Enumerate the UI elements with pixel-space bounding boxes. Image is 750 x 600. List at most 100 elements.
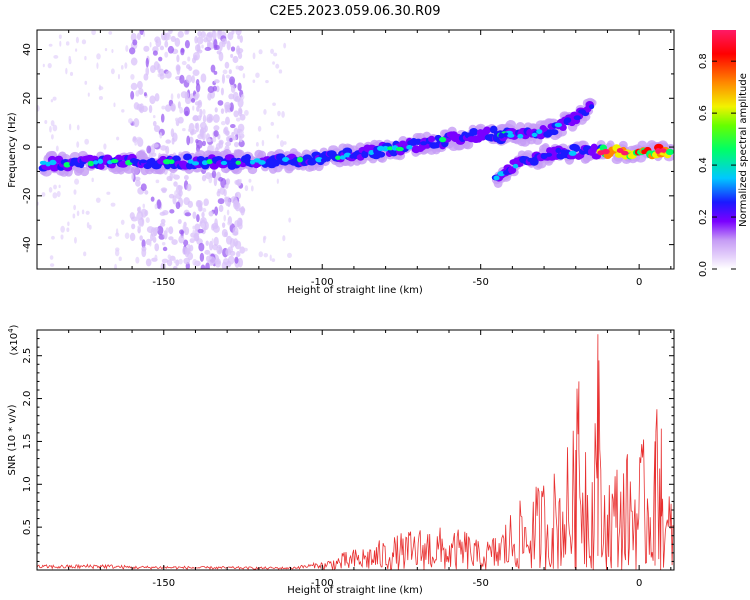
heatmap-noise-point (240, 205, 245, 216)
heatmap-branch-lower-point (591, 153, 601, 160)
heatmap-noise-point (134, 141, 138, 146)
heatmap-noise-point (235, 117, 241, 122)
heatmap-noise-point (139, 235, 143, 241)
heatmap-noise-point (230, 53, 234, 58)
heatmap-main-band-point (258, 160, 266, 165)
heatmap-noise-point (204, 125, 208, 132)
heatmap-noise-point (142, 203, 146, 209)
heatmap-noise-point (157, 73, 161, 78)
heatmap-noise-point (98, 84, 102, 91)
heatmap-noise-point (85, 210, 90, 215)
heatmap-y-axis-label: Frequency (Hz) (7, 112, 18, 188)
heatmap-noise-point (235, 251, 241, 258)
heatmap-noise-point (48, 43, 53, 47)
heatmap-noise-point (137, 225, 142, 230)
heatmap-noise-point (170, 103, 176, 112)
heatmap-x-tick-label: -150 (152, 277, 175, 288)
heatmap-noise-point (145, 66, 150, 76)
heatmap-noise-point (153, 61, 160, 71)
heatmap-main-band-point (287, 159, 294, 165)
heatmap-noise-point (213, 79, 220, 84)
heatmap-noise-point (281, 111, 285, 118)
heatmap-noise-point (87, 92, 90, 97)
heatmap-noise-point (239, 35, 243, 43)
heatmap-noise-point (175, 201, 181, 210)
heatmap-main-band-point (382, 145, 389, 152)
heatmap-noise-point (175, 259, 180, 267)
snr-x-axis-label: Height of straight line (km) (287, 585, 423, 596)
heatmap-noise-point (145, 57, 149, 68)
heatmap-main-band-point (439, 136, 447, 143)
heatmap-noise-point (152, 50, 158, 56)
heatmap-noise-point (270, 48, 274, 54)
heatmap-noise-point (263, 253, 269, 258)
heatmap-noise-point (44, 119, 48, 124)
heatmap-noise-point (199, 252, 205, 262)
heatmap-noise-point (155, 179, 160, 184)
heatmap-noise-point (133, 118, 140, 128)
heatmap-main-band-point (420, 141, 428, 146)
heatmap-noise-point (242, 73, 246, 79)
heatmap-noise-point (178, 258, 183, 265)
heatmap-noise-point (196, 36, 204, 45)
colorbar-tick-label: 0.0 (698, 261, 709, 277)
heatmap-noise-point (194, 44, 201, 52)
heatmap-noise-point (96, 62, 99, 69)
heatmap-main-band-point (183, 153, 193, 161)
heatmap-noise-point (206, 116, 213, 124)
heatmap-noise-point (218, 139, 224, 145)
heatmap-noise-point (214, 206, 219, 216)
heatmap-noise-point (88, 224, 92, 230)
heatmap-noise-point (184, 39, 190, 49)
colorbar-tick-label: 0.6 (698, 105, 709, 121)
heatmap-noise-point (224, 61, 230, 69)
heatmap-noise-point (69, 71, 74, 76)
heatmap-noise-point (197, 115, 201, 119)
heatmap-noise-point (214, 258, 222, 268)
colorbar: 0.0 0.2 0.4 0.6 0.8 Normalized spectral ampl… (698, 30, 749, 277)
heatmap-noise-point (230, 85, 236, 93)
heatmap-noise-point (239, 178, 242, 183)
heatmap-noise-point (236, 48, 244, 54)
colorbar-tick-label: 0.2 (698, 209, 709, 225)
snr-series-line (37, 334, 674, 570)
heatmap-main-band-point (191, 161, 200, 166)
heatmap-noise-point (232, 91, 239, 102)
heatmap-noise-point (213, 236, 219, 247)
heatmap-noise-point (171, 173, 176, 178)
heatmap-noise-point (156, 199, 162, 210)
heatmap-noise-point (172, 132, 178, 142)
heatmap-noise-point (225, 116, 230, 126)
heatmap-main-band-point (268, 160, 275, 166)
heatmap-noise-point (222, 69, 228, 75)
heatmap-noise-point (276, 178, 279, 184)
heatmap-noise-point (265, 80, 269, 84)
heatmap-noise-point (243, 247, 248, 252)
snr-y-tick-label: 2.5 (22, 348, 33, 364)
heatmap-noise-point (218, 204, 224, 213)
heatmap-noise-point (132, 39, 138, 46)
heatmap-main-band-point (389, 148, 399, 157)
heatmap-main-band-point (211, 157, 218, 163)
heatmap-noise-point (172, 265, 178, 269)
heatmap-noise-point (228, 93, 235, 100)
heatmap-noise-point (192, 105, 195, 111)
heatmap-noise-point (174, 190, 179, 197)
heatmap-noise-point (51, 134, 54, 140)
heatmap-noise-point (154, 254, 158, 261)
heatmap-noise-point (216, 190, 221, 197)
heatmap-noise-point (183, 174, 189, 181)
heatmap-noise-point (138, 219, 143, 227)
heatmap-noise-point (68, 123, 72, 131)
heatmap-noise-point (205, 240, 209, 246)
heatmap-branch-upper-point (503, 132, 509, 138)
heatmap-noise-point (288, 217, 292, 223)
heatmap-noise-point (154, 227, 159, 232)
heatmap-noise-point (174, 117, 180, 122)
snr-x-ticks: -150 -100 -50 0 (36, 330, 672, 589)
heatmap-noise-point (167, 45, 175, 54)
heatmap-noise-point (205, 262, 210, 269)
heatmap-noise-point (124, 232, 130, 239)
heatmap-noise-point (225, 235, 233, 245)
heatmap-noise-point (270, 121, 275, 126)
